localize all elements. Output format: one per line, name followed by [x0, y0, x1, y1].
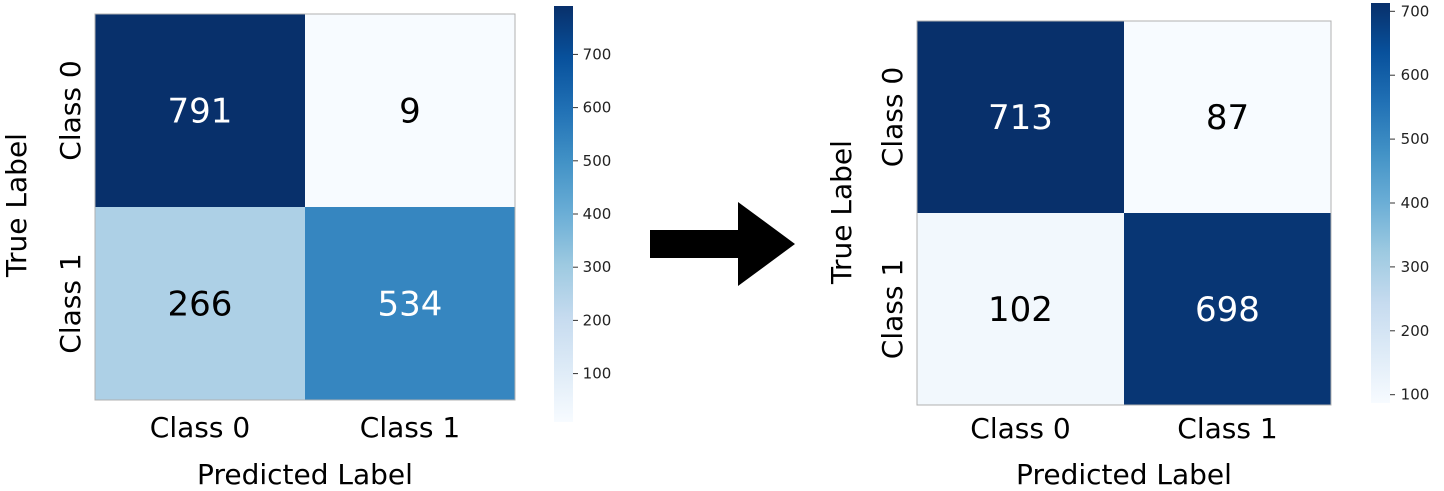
colorbar-tick-label: 400: [583, 205, 612, 223]
colorbar-tick-label: 300: [583, 258, 612, 276]
heatmap-cell: [305, 14, 515, 207]
cell-value-label: 534: [378, 285, 443, 325]
heatmap-cell: [1124, 213, 1331, 405]
colorbar-tick-label: 700: [1401, 2, 1430, 20]
colorbar-tick-label: 200: [583, 311, 612, 329]
heatmap-frame: [94, 13, 516, 401]
x-axis-label: Predicted Label: [197, 458, 413, 491]
heatmap-cell: [305, 207, 515, 400]
heatmap-cell: [1124, 21, 1331, 213]
colorbar-tick-label: 600: [1401, 66, 1430, 84]
colorbar-tick-label: 300: [1401, 258, 1430, 276]
cell-value-label: 713: [988, 98, 1053, 138]
y-axis-label: True Label: [0, 133, 33, 278]
right-arrow-icon: [650, 202, 795, 286]
y-tick-label: Class 1: [54, 253, 87, 353]
heatmap-frame: [916, 20, 1332, 406]
cell-value-label: 102: [988, 290, 1053, 330]
colorbar-tick-label: 500: [1401, 130, 1430, 148]
heatmap-cell: [95, 14, 305, 207]
x-tick-label: Class 0: [970, 412, 1070, 445]
y-tick-label: Class 0: [876, 67, 909, 167]
heatmap-cell: [917, 213, 1124, 405]
y-tick-label: Class 0: [54, 60, 87, 160]
cell-value-label: 87: [1206, 98, 1249, 138]
colorbar-tick-label: 100: [583, 365, 612, 383]
y-tick-label: Class 1: [876, 259, 909, 359]
confusion-matrix-before: 791 9 266 534 Class 0 Class 1 Class 0 Class 1 Pr…: [0, 6, 611, 491]
colorbar-tick-label: 400: [1401, 194, 1430, 212]
cell-value-label: 266: [168, 285, 233, 325]
x-axis-label: Predicted Label: [1016, 458, 1232, 491]
y-axis-label: True Label: [825, 140, 858, 285]
x-tick-label: Class 0: [150, 411, 250, 444]
heatmap-cell: [95, 207, 305, 400]
cell-value-label: 9: [399, 92, 421, 132]
colorbar-tick-label: 200: [1401, 322, 1430, 340]
x-tick-label: Class 1: [360, 411, 460, 444]
colorbar-tick-label: 100: [1401, 386, 1430, 404]
colorbar-tick-label: 600: [583, 99, 612, 117]
colorbar-tick-label: 700: [583, 45, 612, 63]
confusion-matrix-after: 713 87 102 698 Class 0 Class 1 Class 0 Class 1 P…: [825, 2, 1429, 491]
colorbar-tick-label: 500: [583, 152, 612, 170]
heatmap-cell: [917, 21, 1124, 213]
cell-value-label: 791: [168, 92, 233, 132]
colorbar: [554, 6, 573, 422]
colorbar: [1371, 3, 1390, 403]
x-tick-label: Class 1: [1177, 412, 1277, 445]
cell-value-label: 698: [1195, 290, 1260, 330]
